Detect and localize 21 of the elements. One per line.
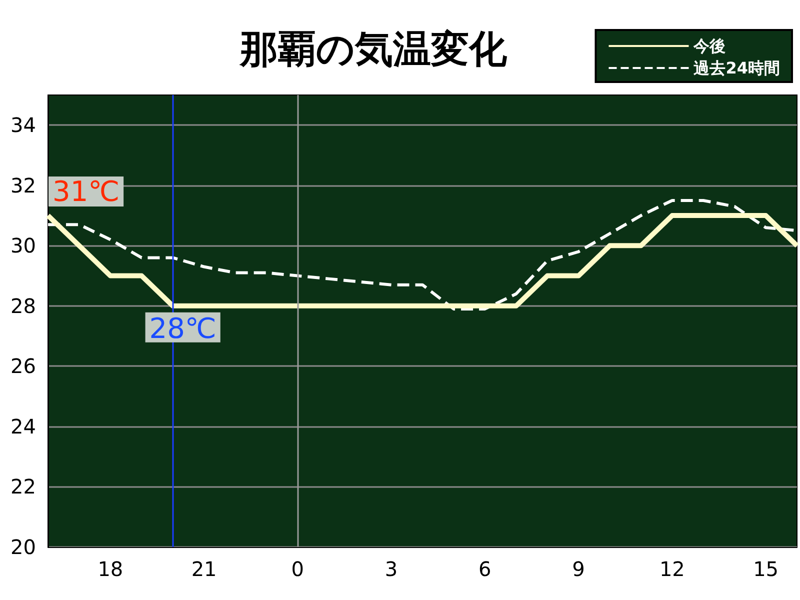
x-tick-label: 12 bbox=[659, 557, 685, 581]
y-tick-label: 34 bbox=[10, 113, 36, 138]
x-tick-label: 21 bbox=[191, 557, 217, 581]
x-tick-label: 18 bbox=[98, 557, 124, 581]
legend-label: 今後 bbox=[692, 36, 726, 56]
x-tick-label: 3 bbox=[384, 557, 398, 581]
x-tick-label: 15 bbox=[753, 557, 779, 581]
annotation: 31℃ bbox=[52, 175, 120, 208]
x-tick-label: 9 bbox=[572, 557, 585, 581]
chart-title: 那覇の気温変化 bbox=[239, 27, 508, 71]
annotation: 28℃ bbox=[149, 312, 216, 345]
y-tick-label: 20 bbox=[10, 535, 36, 559]
x-tick-label: 6 bbox=[478, 557, 492, 581]
x-tick-label: 0 bbox=[291, 557, 304, 581]
y-tick-label: 22 bbox=[10, 474, 36, 499]
y-tick-label: 28 bbox=[10, 294, 36, 318]
y-tick-label: 30 bbox=[10, 234, 36, 258]
y-tick-label: 24 bbox=[10, 414, 36, 438]
y-tick-label: 32 bbox=[10, 173, 36, 198]
legend-label: 過去24時間 bbox=[692, 58, 780, 78]
y-tick-label: 26 bbox=[10, 354, 36, 378]
